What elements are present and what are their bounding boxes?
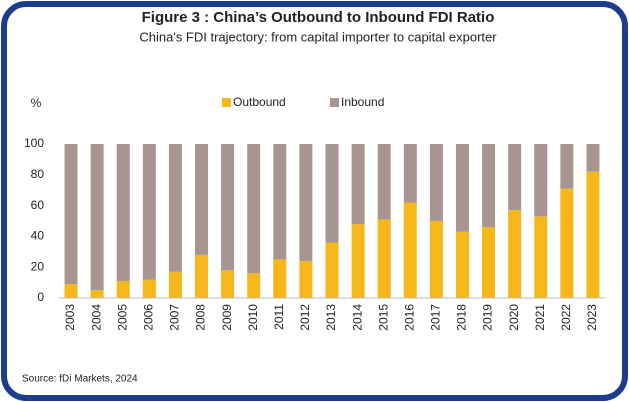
bar-segment <box>534 144 548 217</box>
x-tick-label: 2020 <box>507 304 521 331</box>
x-tick-label: 2005 <box>115 304 129 331</box>
x-tick-label: 2012 <box>298 304 312 331</box>
x-tick-label: 2009 <box>220 304 234 331</box>
bar-segment <box>482 227 496 298</box>
bar-segment <box>325 144 339 243</box>
legend-swatch <box>330 98 339 107</box>
y-tick-label: 80 <box>31 167 45 181</box>
source: Source: fDi Markets, 2024 <box>22 374 138 385</box>
bar-segment <box>325 242 339 298</box>
bar-segment <box>560 144 574 189</box>
bar-segment <box>560 188 574 298</box>
bar-segment <box>195 254 209 298</box>
bar-segment <box>221 270 235 298</box>
x-tick-label: 2019 <box>481 304 495 331</box>
bar-segment <box>586 144 600 172</box>
bar-segment <box>534 216 548 298</box>
bar-segment <box>429 144 443 221</box>
y-tick-label: 0 <box>37 290 44 304</box>
x-tick-label: 2018 <box>455 304 469 331</box>
bar-segment <box>455 144 469 232</box>
bar-segment <box>403 144 417 203</box>
x-tick-label: 2016 <box>402 304 416 331</box>
bar-segment <box>142 279 156 298</box>
y-tick-label: 20 <box>31 259 45 273</box>
chart-title: Figure 3 : China’s Outbound to Inbound F… <box>142 9 495 26</box>
bar-segment <box>508 144 522 211</box>
y-tick-label: 100 <box>24 136 44 150</box>
bar-segment <box>116 281 130 298</box>
y-axis-label: % <box>31 96 42 110</box>
x-tick-label: 2010 <box>246 304 260 331</box>
y-tick-label: 60 <box>31 198 45 212</box>
x-tick-label: 2004 <box>89 304 103 331</box>
bar-segment <box>377 144 391 220</box>
bar-segment <box>195 144 209 255</box>
bar-segment <box>377 219 391 298</box>
bar-segment <box>168 271 182 298</box>
bar-segment <box>351 224 365 298</box>
x-tick-label: 2013 <box>324 304 338 331</box>
bar-segment <box>482 144 496 228</box>
bar-segment <box>273 259 287 298</box>
y-tick-label: 40 <box>31 229 45 243</box>
x-tick-label: 2021 <box>533 304 547 331</box>
bar-segment <box>586 171 600 298</box>
bar-segment <box>116 144 130 282</box>
x-tick-label: 2023 <box>585 304 599 331</box>
x-tick-label: 2022 <box>559 304 573 331</box>
x-tick-label: 2003 <box>63 304 77 331</box>
bar-segment <box>508 210 522 298</box>
x-tick-label: 2011 <box>272 304 286 330</box>
bar-segment <box>273 144 287 260</box>
x-tick-label: 2008 <box>194 304 208 331</box>
bar-segment <box>64 144 78 285</box>
bar-segment <box>90 290 104 298</box>
bar-segment <box>299 144 313 262</box>
bar-segment <box>221 144 235 271</box>
bar-segment <box>299 261 313 298</box>
bar-segment <box>351 144 365 225</box>
bar-segment <box>168 144 182 272</box>
legend-label: Outbound <box>233 95 286 109</box>
chart-subtitle: China's FDI trajectory: from capital imp… <box>139 29 497 44</box>
x-tick-label: 2015 <box>376 304 390 331</box>
bar-segment <box>247 144 261 274</box>
legend-label: Inbound <box>341 95 384 109</box>
x-tick-label: 2006 <box>142 304 156 331</box>
bar-segment <box>90 144 104 291</box>
bar-segment <box>429 221 443 298</box>
bar-segment <box>403 202 417 298</box>
legend-swatch <box>222 98 231 107</box>
x-tick-label: 2007 <box>168 304 182 331</box>
bar-segment <box>247 273 261 298</box>
x-tick-label: 2017 <box>429 304 443 331</box>
bar-segment <box>64 284 78 298</box>
bar-segment <box>455 231 469 298</box>
x-tick-label: 2014 <box>350 304 364 331</box>
bar-segment <box>142 144 156 280</box>
